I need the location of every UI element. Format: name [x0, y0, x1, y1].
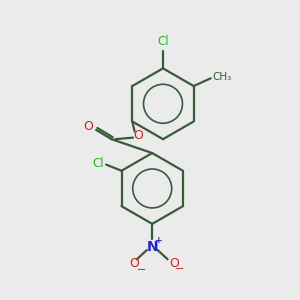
Text: O: O: [134, 129, 143, 142]
Text: N: N: [146, 240, 158, 254]
Text: O: O: [129, 257, 139, 270]
Text: +: +: [155, 236, 163, 245]
Text: CH₃: CH₃: [212, 72, 231, 82]
Text: O: O: [83, 120, 93, 133]
Text: −: −: [175, 263, 184, 274]
Text: Cl: Cl: [92, 157, 104, 169]
Text: −: −: [137, 265, 146, 275]
Text: Cl: Cl: [157, 35, 169, 48]
Text: O: O: [169, 257, 179, 270]
